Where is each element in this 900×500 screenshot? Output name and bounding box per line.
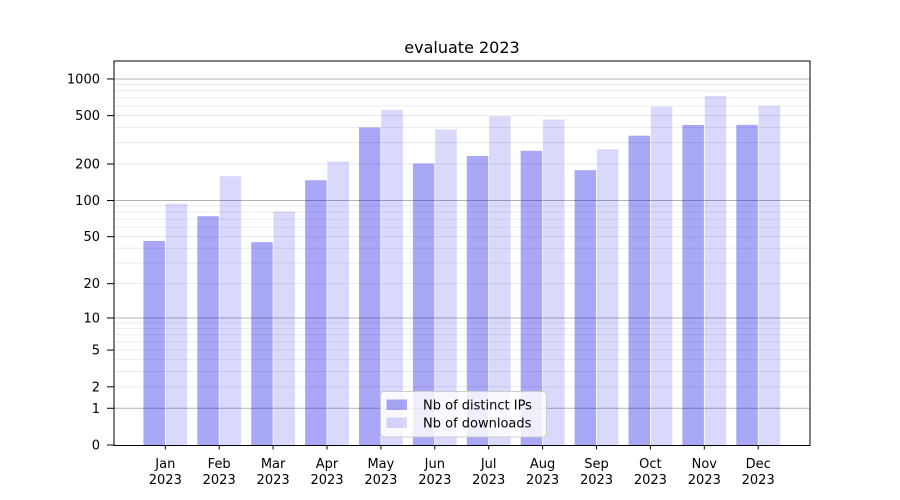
legend-label-distinct-ips: Nb of distinct IPs xyxy=(423,399,532,414)
x-tick-label-year: 2023 xyxy=(472,473,505,488)
bar-downloads-feb xyxy=(219,176,242,446)
x-tick-label-month: May xyxy=(367,457,394,472)
x-tick-label-month: Mar xyxy=(261,457,286,472)
bar-downloads-nov xyxy=(704,95,727,446)
x-tick-label-month: Dec xyxy=(746,457,771,472)
y-tick-label: 500 xyxy=(75,109,100,124)
bar-distinct-ips-dec xyxy=(736,124,758,446)
y-tick-label: 1000 xyxy=(67,72,100,87)
chart-title: evaluate 2023 xyxy=(404,38,519,57)
legend-swatch-distinct-ips xyxy=(386,399,407,410)
bar-distinct-ips-apr xyxy=(305,180,327,446)
y-axis: 0 1 2 5 10 20 50 100 200 500 1000 xyxy=(67,72,114,454)
y-tick-label: 100 xyxy=(75,194,100,209)
bar-downloads-may xyxy=(381,109,403,446)
bar-distinct-ips-mar xyxy=(251,242,273,446)
bar-distinct-ips-may xyxy=(359,127,381,446)
bar-distinct-ips-feb xyxy=(197,216,219,446)
bar-downloads-jan xyxy=(165,203,188,446)
y-tick-label: 5 xyxy=(92,344,100,359)
x-tick-label-month: Jun xyxy=(424,457,445,472)
legend-box xyxy=(380,391,547,438)
bars xyxy=(143,95,781,446)
legend: Nb of distinct IPs Nb of downloads xyxy=(380,391,547,438)
x-tick-label-month: Aug xyxy=(530,457,555,472)
y-tick-label: 50 xyxy=(83,230,100,245)
x-tick-label-year: 2023 xyxy=(257,473,290,488)
x-tick-label-year: 2023 xyxy=(149,473,182,488)
bar-distinct-ips-nov xyxy=(682,124,704,446)
bar-downloads-aug xyxy=(543,119,565,446)
x-tick-label-month: Jul xyxy=(480,457,497,472)
x-tick-label-month: Oct xyxy=(639,457,661,472)
bar-downloads-oct xyxy=(650,106,673,446)
y-tick-label: 20 xyxy=(83,277,100,292)
x-tick-label-month: Apr xyxy=(316,457,339,472)
bar-distinct-ips-jun xyxy=(412,163,435,446)
x-tick-label-year: 2023 xyxy=(688,473,721,488)
x-tick-label-year: 2023 xyxy=(418,473,451,488)
y-tick-label: 200 xyxy=(75,158,100,173)
bar-downloads-mar xyxy=(273,211,295,446)
legend-label-downloads: Nb of downloads xyxy=(423,417,532,432)
y-tick-label: 2 xyxy=(92,380,100,395)
x-tick-label-month: Jan xyxy=(154,457,175,472)
x-tick-label-year: 2023 xyxy=(310,473,343,488)
x-tick-label-year: 2023 xyxy=(526,473,559,488)
x-tick-label-year: 2023 xyxy=(203,473,236,488)
bar-distinct-ips-oct xyxy=(628,135,650,446)
x-tick-label-year: 2023 xyxy=(364,473,397,488)
bar-downloads-jun xyxy=(435,129,457,446)
bar-downloads-jul xyxy=(489,116,511,446)
bar-downloads-dec xyxy=(758,105,781,446)
y-tick-label: 1 xyxy=(92,402,100,417)
y-tick-label: 0 xyxy=(92,439,100,454)
bar-downloads-sep xyxy=(596,149,619,446)
x-tick-label-month: Sep xyxy=(584,457,609,472)
x-tick-label-year: 2023 xyxy=(580,473,613,488)
bar-downloads-apr xyxy=(327,161,349,446)
legend-swatch-downloads xyxy=(386,417,407,428)
x-tick-label-month: Feb xyxy=(208,457,231,472)
x-tick-label-month: Nov xyxy=(692,457,718,472)
bar-distinct-ips-aug xyxy=(520,150,543,446)
bar-distinct-ips-jan xyxy=(143,241,165,446)
bar-distinct-ips-jul xyxy=(466,155,489,446)
x-tick-label-year: 2023 xyxy=(742,473,775,488)
y-tick-label: 10 xyxy=(83,311,100,326)
x-axis: Jan2023Feb2023Mar2023Apr2023May2023Jun20… xyxy=(149,445,775,488)
x-tick-label-year: 2023 xyxy=(634,473,667,488)
plot-border xyxy=(113,60,811,446)
bar-distinct-ips-sep xyxy=(574,170,597,446)
